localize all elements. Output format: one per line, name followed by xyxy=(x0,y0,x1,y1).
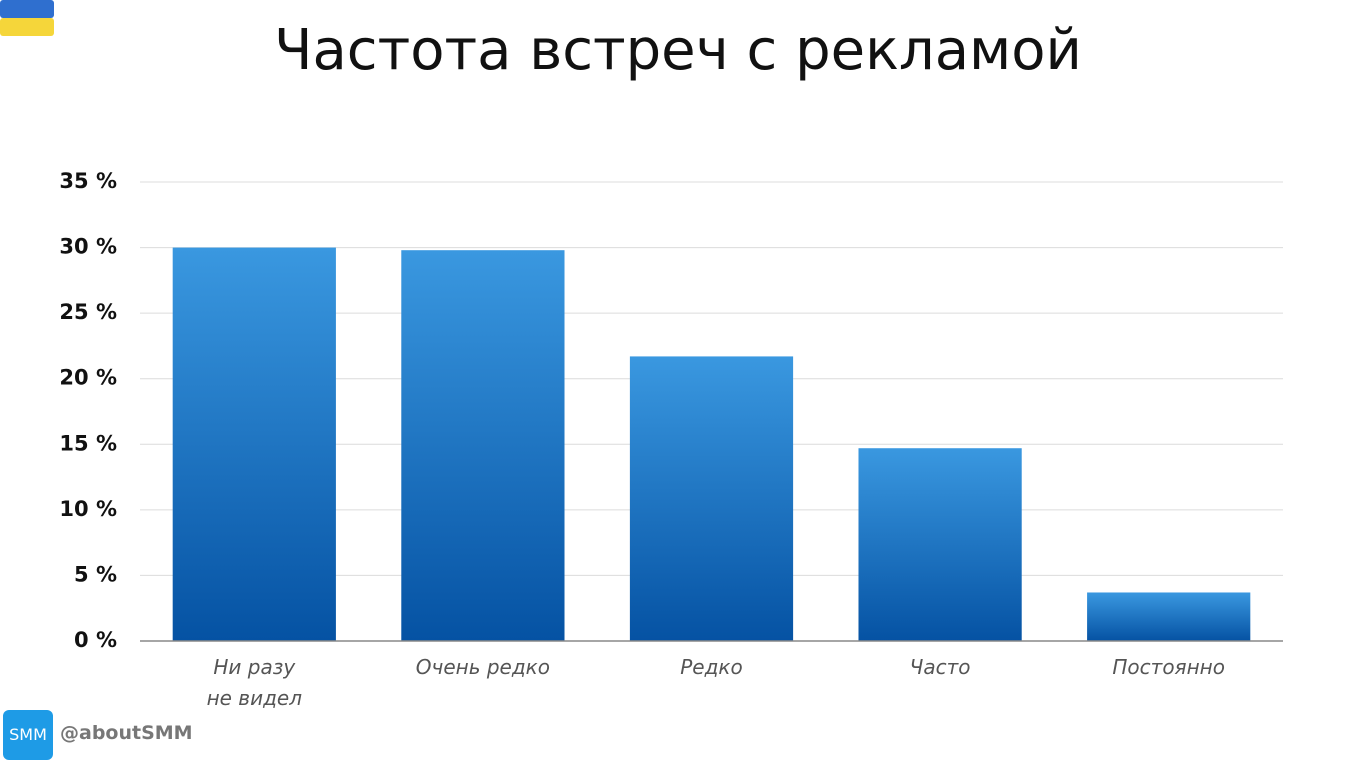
logo-badge: SMM xyxy=(3,710,53,760)
bar xyxy=(172,247,336,642)
y-tick-label: 10 % xyxy=(59,497,117,521)
x-tick-label: Постоянно xyxy=(1112,655,1225,679)
y-tick-label: 20 % xyxy=(59,366,117,390)
bar xyxy=(858,448,1022,641)
bar xyxy=(1087,592,1251,641)
flag-blue xyxy=(0,0,54,18)
y-tick-label: 25 % xyxy=(59,300,117,324)
bar xyxy=(629,356,794,641)
y-tick-label: 30 % xyxy=(59,235,117,259)
chart-title: Частота встреч с рекламой xyxy=(274,18,1082,83)
x-tick-label: Часто xyxy=(909,655,971,679)
y-tick-label: 15 % xyxy=(59,431,117,455)
flag-yellow xyxy=(0,18,54,36)
x-tick-label: Ни разу не видел xyxy=(206,655,303,710)
y-tick-label: 35 % xyxy=(59,169,117,193)
y-tick-label: 0 % xyxy=(74,628,117,652)
bar xyxy=(401,250,565,642)
y-tick-label: 5 % xyxy=(74,562,117,586)
x-tick-label: Редко xyxy=(680,655,743,679)
handle: @aboutSMM xyxy=(60,722,193,744)
x-tick-label: Очень редко xyxy=(415,655,550,679)
